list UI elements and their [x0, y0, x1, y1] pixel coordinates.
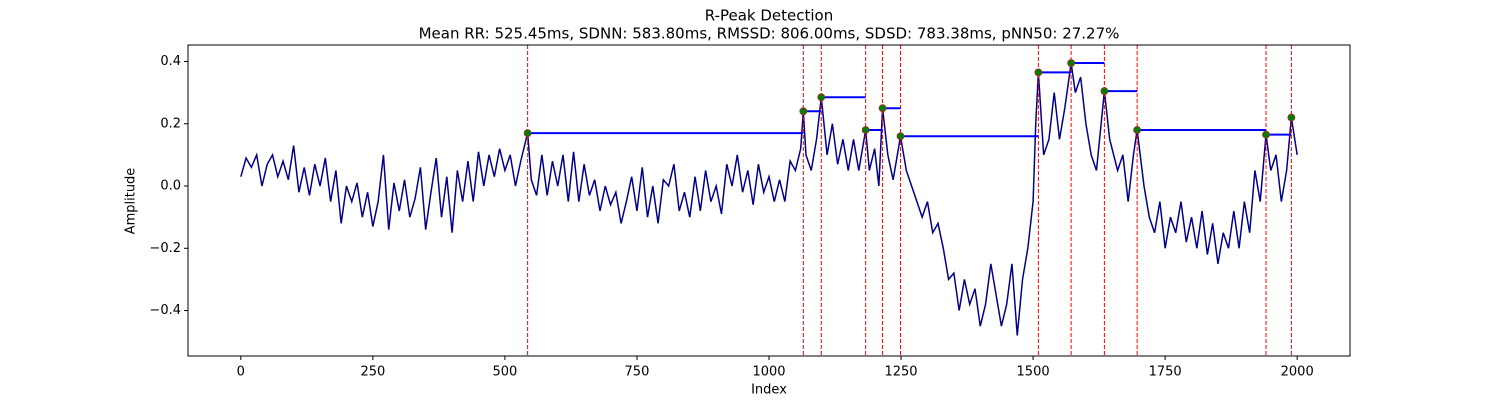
peak-marker — [523, 129, 532, 138]
x-tick-label: 1000 — [752, 365, 785, 380]
chart-subtitle: Mean RR: 525.45ms, SDNN: 583.80ms, RMSSD… — [419, 25, 1120, 43]
peak-marker — [1034, 68, 1043, 77]
x-tick-label: 1750 — [1149, 365, 1182, 380]
signal-line — [240, 62, 1298, 336]
y-tick-label: 0.4 — [160, 54, 181, 69]
x-tick-label: 2000 — [1281, 365, 1314, 380]
peak-marker — [817, 93, 826, 102]
peak-marker — [1262, 130, 1270, 139]
x-tick-label: 0 — [237, 365, 245, 380]
x-tick-label: 750 — [625, 365, 650, 380]
plot-frame — [187, 44, 1351, 357]
x-tick-label: 250 — [360, 365, 385, 380]
y-tick-label: 0.2 — [160, 116, 181, 131]
y-tick-label: 0.0 — [160, 179, 181, 194]
peak-marker — [1100, 87, 1109, 95]
peak-marker — [878, 104, 887, 113]
peak-marker — [1067, 59, 1076, 67]
y-tick-label: −0.4 — [149, 303, 181, 318]
x-axis-label: Index — [751, 383, 787, 398]
peak-marker — [1287, 113, 1296, 122]
peak-marker — [896, 132, 905, 141]
x-tick-label: 1250 — [884, 365, 917, 380]
x-tick-label: 500 — [492, 365, 517, 380]
peak-marker — [1133, 126, 1142, 134]
y-axis-label: Amplitude — [124, 168, 139, 235]
chart-title: R-Peak Detection — [705, 7, 833, 25]
peak-marker — [799, 107, 808, 116]
x-tick-label: 1500 — [1017, 365, 1050, 380]
peak-marker — [861, 126, 870, 134]
y-tick-label: −0.2 — [149, 241, 181, 256]
